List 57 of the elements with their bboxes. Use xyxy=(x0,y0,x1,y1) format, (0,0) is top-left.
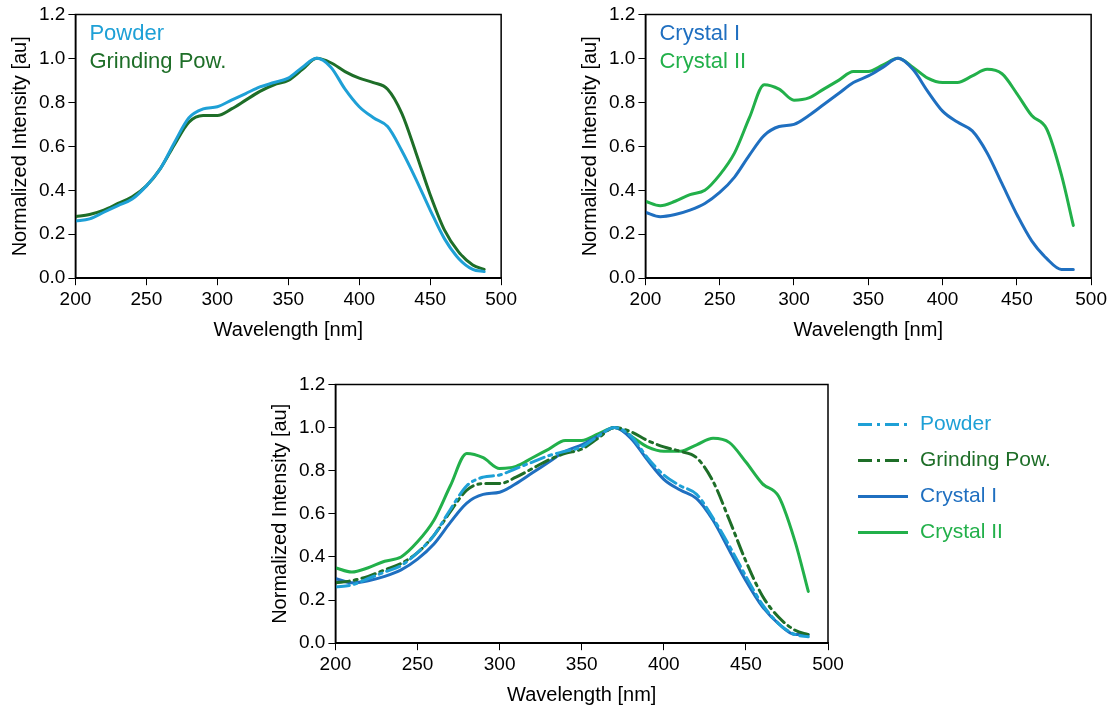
y-tick-label: 1.2 xyxy=(608,2,636,24)
x-tick-label: 300 xyxy=(201,287,234,309)
y-tick-label: 0.0 xyxy=(608,266,636,288)
x-axis-title: Wavelength [nm] xyxy=(507,682,657,705)
x-tick-label: 250 xyxy=(703,287,736,309)
y-tick-label: 0.6 xyxy=(38,134,66,156)
x-tick-label: 450 xyxy=(1001,287,1033,309)
legend-label: Crystal II xyxy=(920,519,1003,543)
y-tick-label: 0.4 xyxy=(38,178,66,200)
x-tick-label: 250 xyxy=(130,287,163,309)
y-tick-label: 0.4 xyxy=(608,178,636,200)
y-tick-label: 1.0 xyxy=(298,415,326,437)
x-tick-label: 500 xyxy=(1075,287,1107,309)
x-tick-label: 200 xyxy=(629,287,662,309)
y-tick-label: 0.8 xyxy=(38,90,66,112)
y-tick-label: 0.2 xyxy=(38,222,66,244)
x-tick-label: 200 xyxy=(59,287,92,309)
x-tick-label: 350 xyxy=(565,652,598,674)
y-tick-label: 0.0 xyxy=(298,631,326,653)
text: Crystal I xyxy=(659,20,741,46)
y-tick-label: 0.6 xyxy=(608,134,636,156)
y-tick-label: 1.2 xyxy=(298,372,326,394)
legend-label: Powder xyxy=(920,411,992,435)
x-tick-label: 500 xyxy=(485,287,517,309)
y-tick-label: 0.8 xyxy=(608,90,636,112)
y-tick-label: 0.0 xyxy=(38,266,66,288)
x-tick-label: 300 xyxy=(778,287,810,309)
y-tick-label: 0.2 xyxy=(608,222,636,244)
y-tick-label: 0.4 xyxy=(298,545,326,567)
x-tick-label: 250 xyxy=(401,652,434,674)
legend-label: Crystal I xyxy=(920,483,998,507)
text: Powder xyxy=(89,20,165,46)
x-axis-title: Wavelength [nm] xyxy=(213,317,363,340)
line-series xyxy=(335,426,810,593)
x-tick-label: 350 xyxy=(852,287,885,309)
x-tick-label: 500 xyxy=(812,652,844,674)
y-axis-title: Normalized Intensity [au] xyxy=(267,403,290,624)
x-tick-label: 200 xyxy=(319,652,352,674)
x-tick-label: 450 xyxy=(414,287,447,309)
y-tick-label: 0.8 xyxy=(298,458,326,480)
x-tick-label: 400 xyxy=(647,652,680,674)
y-axis-title: Normalized Intensity [au] xyxy=(577,36,600,257)
series-label: Grinding Pow. xyxy=(89,48,227,74)
y-tick-label: 1.0 xyxy=(38,46,66,68)
y-tick-label: 1.2 xyxy=(38,2,66,24)
x-tick-label: 300 xyxy=(483,652,516,674)
series-label: Crystal II xyxy=(659,48,747,74)
y-axis-title: Normalized Intensity [au] xyxy=(7,36,30,257)
x-axis-title: Wavelength [nm] xyxy=(793,317,943,340)
x-tick-label: 350 xyxy=(272,287,305,309)
y-tick-label: 1.0 xyxy=(608,46,636,68)
legend-label: Grinding Pow. xyxy=(920,447,1051,471)
x-tick-label: 400 xyxy=(926,287,959,309)
x-tick-label: 450 xyxy=(730,652,762,674)
x-tick-label: 400 xyxy=(343,287,376,309)
y-tick-label: 0.6 xyxy=(298,502,326,524)
y-tick-label: 0.2 xyxy=(298,588,326,610)
